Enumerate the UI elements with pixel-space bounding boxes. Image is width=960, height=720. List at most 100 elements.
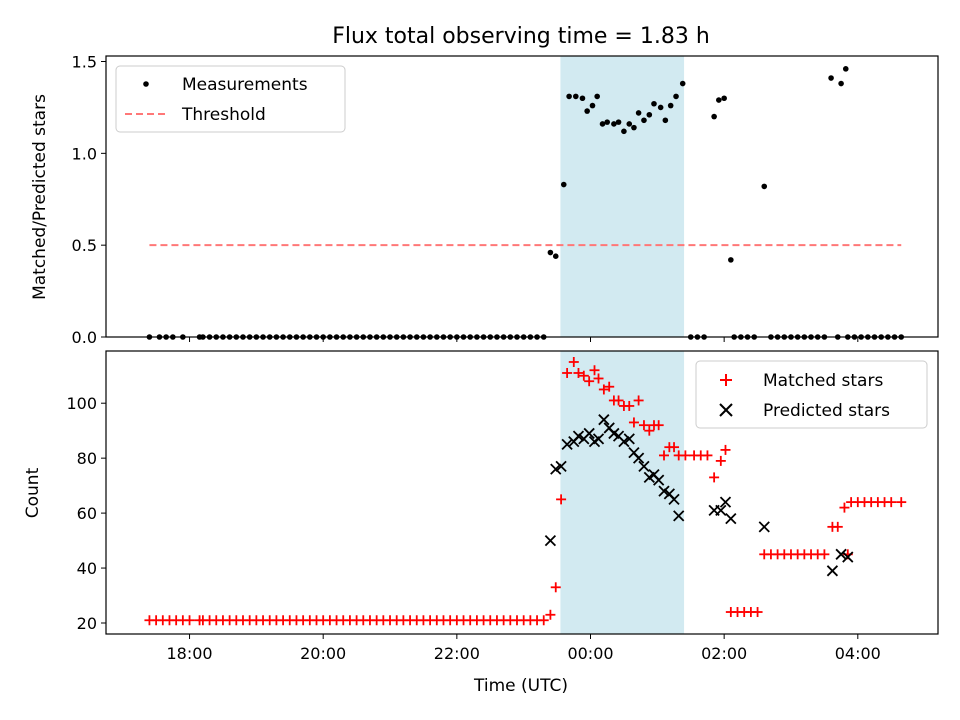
matched-star-point [720,444,731,455]
legend-threshold-label: Threshold [181,105,266,125]
measurement-point [761,183,768,190]
measurement-point [728,257,734,263]
y-tick-label: 80 [77,449,97,468]
matched-star-point [839,502,850,513]
measurement-point [828,75,834,81]
legend-measurements-label: Measurements [182,75,308,95]
predicted-stars-series [544,414,854,577]
top-x-ticks [189,337,859,342]
predicted-star-point [653,474,665,486]
matched-star-point [819,549,830,560]
y-tick-label: 0.0 [72,328,97,347]
legend-matched-marker [720,374,732,386]
matched-star-point [562,367,573,378]
matched-star-point [638,420,649,431]
legend-predicted-label: Predicted stars [763,401,890,421]
top-legend: Measurements Threshold [115,65,346,133]
matched-star-point [598,384,609,395]
predicted-star-point [623,433,635,445]
y-tick-label: 1.5 [72,53,97,72]
matched-star-point [644,425,655,436]
matched-star-point [669,442,680,453]
y-tick-label: 0.5 [72,236,97,255]
matched-star-point [573,367,584,378]
measurement-point [621,128,627,135]
measurement-point [721,95,727,102]
measurement-point [594,93,600,100]
measurement-point [635,110,642,116]
matched-star-point [702,450,713,461]
matched-star-point [709,472,720,483]
predicted-star-point [758,521,770,533]
predicted-star-point [598,414,610,426]
predicted-star-point [668,493,680,506]
bottom-subplot: 20 40 60 80 100 18:00 20:00 22:00 00:00 02:00 04:… [23,350,939,696]
matched-star-point [886,497,897,508]
measurement-point [566,93,572,100]
y-tick-label: 1.0 [72,144,97,163]
predicted-star-point [555,460,567,473]
bottom-x-ticks: 18:00 20:00 22:00 00:00 02:00 04:00 [166,634,881,663]
matched-star-point [184,615,195,626]
predicted-star-point [835,548,847,560]
measurement-point [673,93,679,100]
legend-matched-label: Matched stars [763,371,883,391]
matched-star-point [624,400,635,411]
y-tick-label: 20 [77,614,97,633]
measurement-point [599,121,606,127]
predicted-star-point [550,463,562,475]
top-axes-frame [105,55,939,338]
x-tick-label: 02:00 [701,644,747,663]
legend-measurements-marker [143,81,149,87]
predicted-star-point [561,438,573,451]
predicted-star-point [658,485,670,497]
matched-star-point [550,582,561,593]
x-tick-label: 22:00 [434,644,480,663]
matched-star-point [633,395,644,406]
measurement-point [838,80,844,87]
top-legend-box [115,65,346,133]
matched-star-point [538,615,549,626]
bottom-axes-frame [105,350,939,635]
measurement-point [611,121,617,127]
predicted-star-point [572,430,585,442]
chart-title: Flux total observing time = 1.83 h [332,24,710,49]
bottom-legend-box [695,360,928,429]
x-tick-label: 18:00 [166,644,212,663]
top-highlight-band [560,56,685,337]
predicted-star-point [725,512,737,525]
matched-star-point [545,609,556,620]
measurement-point [589,102,596,109]
y-tick-label: 100 [66,394,97,413]
measurement-point [842,66,849,72]
measurement-point [679,80,686,87]
top-y-axis-label: Matched/Predicted stars [30,94,50,300]
measurement-point [615,119,622,125]
measurement-point [716,97,722,103]
measurement-point [560,181,567,188]
matched-star-point [896,497,907,508]
y-tick-label: 40 [77,559,97,578]
matched-star-point [568,356,579,367]
x-tick-label: 20:00 [300,644,346,663]
matched-star-point [653,420,664,431]
measurement-point [711,113,717,120]
matched-star-point [584,376,595,387]
predicted-star-point [632,452,645,464]
predicted-star-point [638,460,650,473]
matched-star-point [659,450,670,461]
top-y-ticks: 0.0 0.5 1.0 1.5 [72,53,106,347]
matched-star-point [589,365,600,376]
predicted-star-point [715,504,727,516]
bottom-y-ticks: 20 40 60 80 100 [66,394,106,633]
bottom-legend: Matched stars Predicted stars [695,360,928,429]
measurement-point [667,102,674,109]
measurement-point [584,108,590,114]
predicted-star-point [592,433,605,445]
measurement-point [641,117,647,124]
measurement-point [631,124,637,131]
matched-star-point [578,370,589,381]
matched-star-point [752,607,763,618]
predicted-star-point [842,551,854,563]
matched-star-point [680,450,691,461]
